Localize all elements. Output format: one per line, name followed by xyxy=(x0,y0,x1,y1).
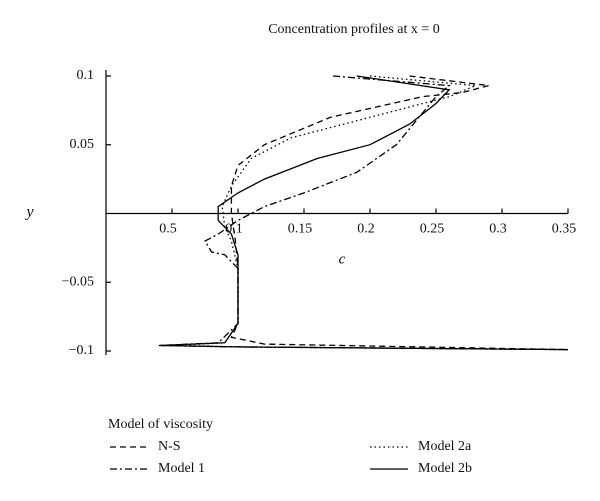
y-tick-label: −0.1 xyxy=(69,343,94,358)
legend-title: Model of viscosity xyxy=(108,417,213,432)
x-tick-label: 0.3 xyxy=(489,222,507,237)
series-line xyxy=(171,75,569,351)
chart-title: Concentration profiles at x = 0 xyxy=(268,22,440,37)
x-tick-label: 0.5 xyxy=(159,222,177,237)
y-tick-label: 0.05 xyxy=(70,137,95,152)
x-tick-label: 0.35 xyxy=(552,222,577,237)
legend-label: Model 2a xyxy=(418,439,472,454)
series-line xyxy=(158,75,569,351)
legend-label: Model 2b xyxy=(418,461,472,476)
series-line xyxy=(158,75,569,351)
legend-label: N-S xyxy=(158,439,181,454)
y-tick-label: 0.1 xyxy=(77,68,95,83)
y-tick-label: −0.05 xyxy=(62,274,94,289)
x-tick-label: 0.15 xyxy=(288,222,313,237)
x-tick-label: 0.25 xyxy=(420,222,445,237)
y-axis-label: y xyxy=(24,204,34,221)
legend-label: Model 1 xyxy=(158,461,205,476)
series-line xyxy=(230,75,569,351)
x-tick-label: 0.2 xyxy=(357,222,375,237)
x-axis-label: c xyxy=(339,251,346,267)
